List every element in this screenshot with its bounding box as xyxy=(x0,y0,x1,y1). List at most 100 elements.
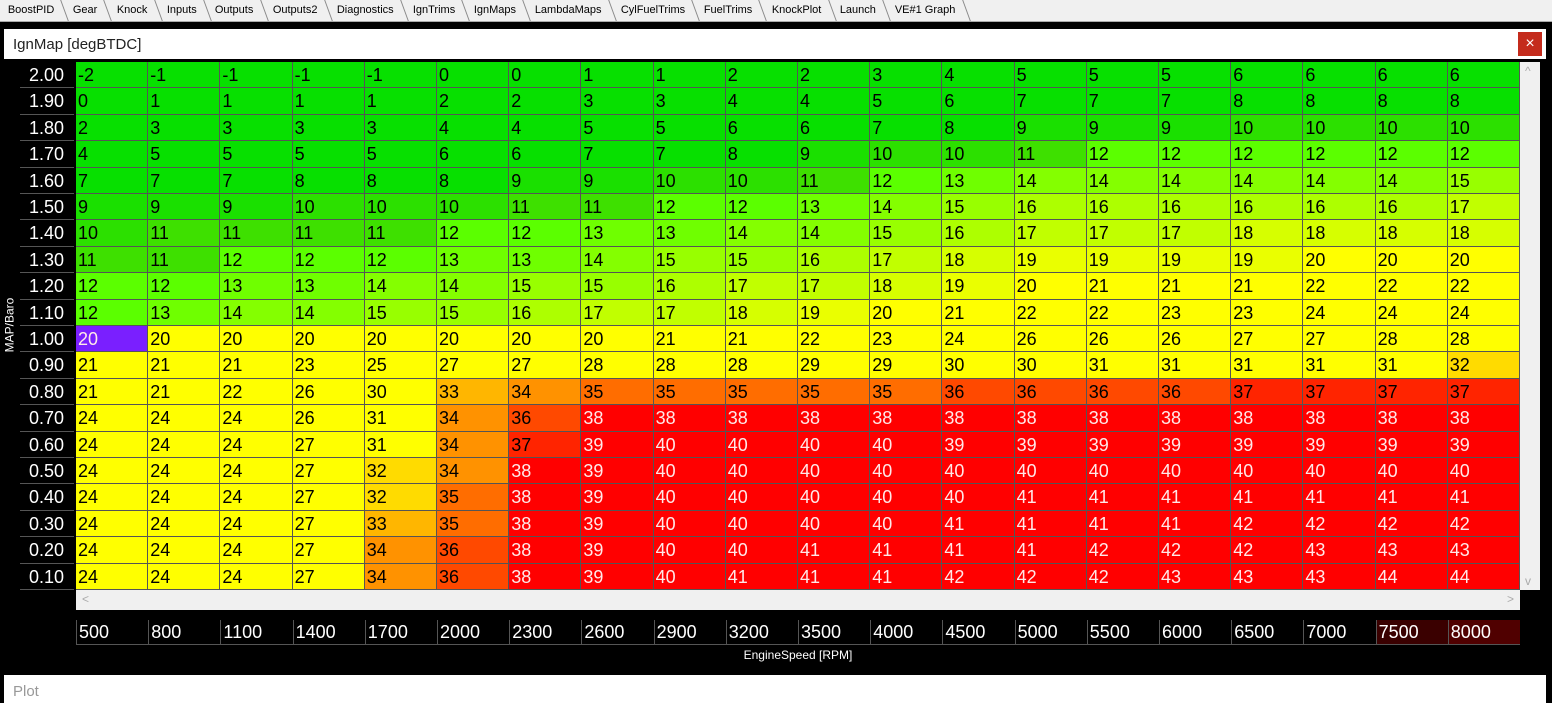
map-cell[interactable]: 31 xyxy=(364,405,437,432)
map-cell[interactable]: 26 xyxy=(292,405,365,432)
map-cell[interactable]: 43 xyxy=(1447,537,1520,564)
map-cell[interactable]: 8 xyxy=(364,167,437,194)
map-cell[interactable]: 28 xyxy=(581,352,654,379)
map-cell[interactable]: 10 xyxy=(292,194,365,221)
map-cell[interactable]: 24 xyxy=(220,537,293,564)
map-cell[interactable]: 40 xyxy=(725,510,798,538)
map-cell[interactable]: 20 xyxy=(148,326,221,353)
map-cell[interactable]: 10 xyxy=(653,167,726,194)
map-cell[interactable]: 7 xyxy=(148,167,221,194)
tab[interactable]: VE#1 Graph xyxy=(883,0,971,21)
map-cell[interactable]: 1 xyxy=(364,88,437,115)
map-cell[interactable]: 28 xyxy=(1375,326,1448,353)
map-cell[interactable]: 16 xyxy=(1014,194,1087,221)
map-cell[interactable]: 15 xyxy=(653,246,726,274)
map-cell[interactable]: 8 xyxy=(1303,88,1376,115)
map-cell[interactable]: 39 xyxy=(1447,431,1520,458)
map-cell[interactable]: 12 xyxy=(1447,141,1520,168)
map-cell[interactable]: 38 xyxy=(870,405,943,432)
map-cell[interactable]: 15 xyxy=(581,273,654,300)
map-cell[interactable]: 10 xyxy=(942,141,1015,168)
map-cell[interactable]: 41 xyxy=(725,563,798,590)
map-cell[interactable]: 1 xyxy=(292,88,365,115)
map-cell[interactable]: 19 xyxy=(798,299,871,326)
map-cell[interactable]: 20 xyxy=(220,326,293,353)
map-cell[interactable]: 37 xyxy=(1231,378,1304,406)
scroll-up[interactable]: ^ xyxy=(1525,64,1531,78)
map-cell[interactable]: 16 xyxy=(653,273,726,300)
map-cell[interactable]: 40 xyxy=(653,458,726,485)
map-cell[interactable]: 38 xyxy=(942,405,1015,432)
map-cell[interactable]: 10 xyxy=(1375,114,1448,142)
map-cell[interactable]: 39 xyxy=(1231,431,1304,458)
map-cell[interactable]: 17 xyxy=(1014,220,1087,247)
map-cell[interactable]: 24 xyxy=(76,563,149,590)
map-cell[interactable]: 34 xyxy=(437,431,510,458)
map-cell[interactable]: 5 xyxy=(148,141,221,168)
map-cell[interactable]: 38 xyxy=(653,405,726,432)
map-cell[interactable]: 24 xyxy=(148,484,221,511)
map-cell[interactable]: 40 xyxy=(653,510,726,538)
map-cell[interactable]: 43 xyxy=(1303,563,1376,590)
map-cell[interactable]: 21 xyxy=(1159,273,1232,300)
map-cell[interactable]: 9 xyxy=(76,194,149,221)
map-cell[interactable]: 41 xyxy=(1231,484,1304,511)
map-cell[interactable]: 41 xyxy=(870,563,943,590)
map-cell[interactable]: 6 xyxy=(1231,62,1304,89)
map-cell[interactable]: 0 xyxy=(76,88,149,115)
map-cell[interactable]: 12 xyxy=(76,299,149,326)
map-cell[interactable]: 40 xyxy=(653,563,726,590)
map-cell[interactable]: 11 xyxy=(364,220,437,247)
map-cell[interactable]: 40 xyxy=(725,537,798,564)
map-cell[interactable]: 21 xyxy=(942,299,1015,326)
map-cell[interactable]: 28 xyxy=(653,352,726,379)
map-cell[interactable]: 40 xyxy=(942,458,1015,485)
map-cell[interactable]: 40 xyxy=(798,431,871,458)
map-cell[interactable]: 41 xyxy=(870,537,943,564)
map-cell[interactable]: 24 xyxy=(76,484,149,511)
map-cell[interactable]: 24 xyxy=(148,510,221,538)
map-cell[interactable]: 41 xyxy=(1303,484,1376,511)
map-cell[interactable]: 17 xyxy=(1447,194,1520,221)
map-cell[interactable]: 16 xyxy=(942,220,1015,247)
map-cell[interactable]: 40 xyxy=(1086,458,1159,485)
map-cell[interactable]: 24 xyxy=(942,326,1015,353)
map-cell[interactable]: 35 xyxy=(798,378,871,406)
map-cell[interactable]: 34 xyxy=(509,378,582,406)
map-cell[interactable]: 26 xyxy=(1159,326,1232,353)
map-cell[interactable]: 18 xyxy=(870,273,943,300)
map-cell[interactable]: 30 xyxy=(364,378,437,406)
map-cell[interactable]: 8 xyxy=(292,167,365,194)
map-cell[interactable]: 11 xyxy=(220,220,293,247)
map-cell[interactable]: 19 xyxy=(942,273,1015,300)
map-cell[interactable]: 34 xyxy=(437,458,510,485)
map-cell[interactable]: 21 xyxy=(653,326,726,353)
map-cell[interactable]: 39 xyxy=(581,458,654,485)
map-cell[interactable]: 20 xyxy=(581,326,654,353)
map-cell[interactable]: 5 xyxy=(653,114,726,142)
map-cell[interactable]: 1 xyxy=(581,62,654,89)
map-cell[interactable]: 2 xyxy=(76,114,149,142)
map-cell[interactable]: 12 xyxy=(1375,141,1448,168)
map-cell[interactable]: 24 xyxy=(1303,299,1376,326)
map-cell[interactable]: 26 xyxy=(1086,326,1159,353)
map-cell[interactable]: 12 xyxy=(1231,141,1304,168)
map-cell[interactable]: 10 xyxy=(1447,114,1520,142)
map-cell[interactable]: 11 xyxy=(76,246,149,274)
map-cell[interactable]: 33 xyxy=(437,378,510,406)
map-cell[interactable]: 42 xyxy=(1159,537,1232,564)
map-cell[interactable]: 41 xyxy=(1159,484,1232,511)
tab[interactable]: Outputs xyxy=(203,0,269,21)
map-cell[interactable]: 21 xyxy=(148,352,221,379)
map-cell[interactable]: 40 xyxy=(798,510,871,538)
map-cell[interactable]: 24 xyxy=(1447,299,1520,326)
map-cell[interactable]: 19 xyxy=(1086,246,1159,274)
map-cell[interactable]: 20 xyxy=(870,299,943,326)
map-cell[interactable]: 10 xyxy=(437,194,510,221)
map-cell[interactable]: 10 xyxy=(76,220,149,247)
map-cell[interactable]: 14 xyxy=(1375,167,1448,194)
map-cell[interactable]: 24 xyxy=(76,510,149,538)
map-cell[interactable]: 12 xyxy=(725,194,798,221)
map-cell[interactable]: 24 xyxy=(76,537,149,564)
map-cell[interactable]: 15 xyxy=(942,194,1015,221)
